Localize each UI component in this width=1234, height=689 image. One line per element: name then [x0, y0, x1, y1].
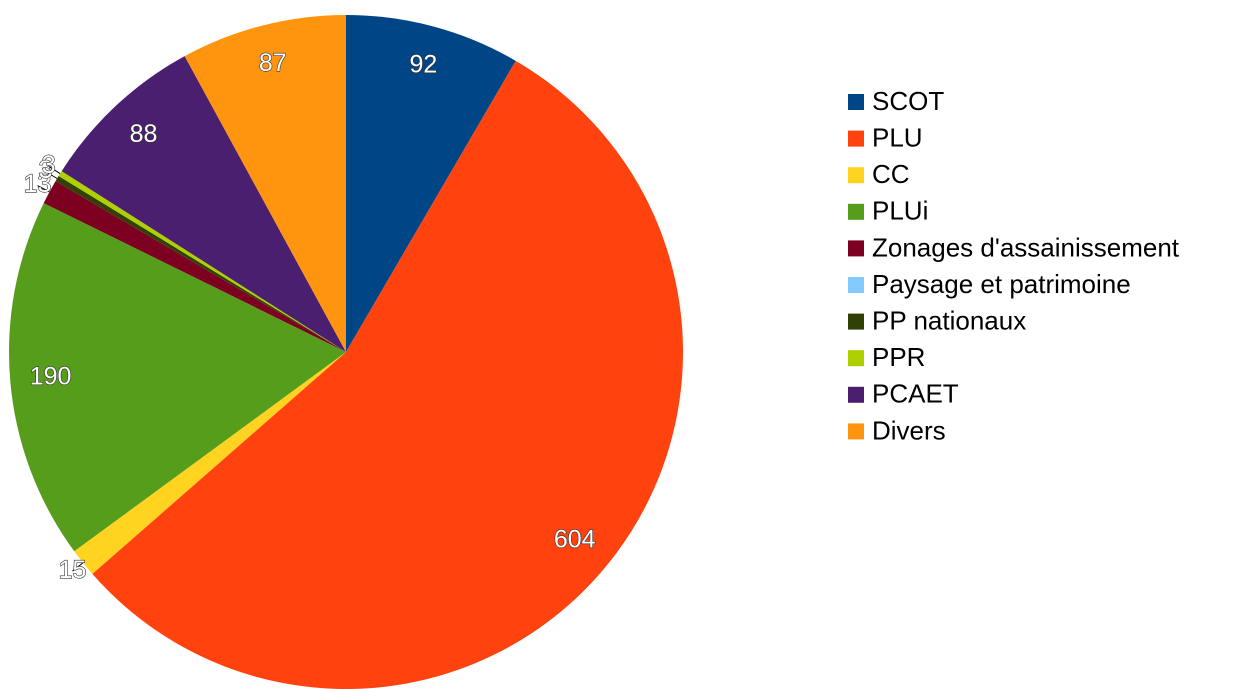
legend-label: PLUi — [872, 196, 928, 226]
legend-label: Zonages d'assainissement — [872, 232, 1180, 262]
pie-slice — [184, 15, 346, 352]
pie-slice — [92, 60, 683, 689]
legend-swatch — [848, 423, 864, 440]
legend-swatch — [848, 203, 864, 220]
value-label: 87 — [259, 49, 287, 77]
legend-label: PPR — [872, 342, 925, 372]
value-label: 92 — [409, 50, 437, 78]
legend-swatch — [848, 130, 864, 147]
legend-label: Divers — [872, 415, 946, 445]
legend-swatch — [848, 167, 864, 184]
leader-line — [37, 185, 50, 193]
value-label: 13 — [24, 170, 52, 198]
pie-slice — [43, 180, 347, 352]
leader-line — [72, 562, 84, 572]
legend-label: Paysage et patrimoine — [872, 269, 1131, 299]
value-label: 3 — [42, 151, 56, 179]
legend-swatch — [848, 240, 864, 257]
leader-line — [45, 171, 58, 179]
pie-slice — [58, 171, 346, 352]
value-label: 604 — [554, 525, 596, 553]
pie-slice — [8, 203, 346, 552]
pie-slice — [55, 176, 346, 352]
legend-label: PLU — [872, 122, 923, 152]
leader-line — [48, 165, 61, 174]
legend-swatch — [848, 313, 864, 330]
legend-label: SCOT — [872, 86, 944, 116]
value-label: 15 — [59, 556, 87, 584]
pie-slice — [346, 15, 516, 352]
legend-label: PP nationaux — [872, 305, 1026, 335]
value-label: 190 — [30, 363, 72, 391]
legend-swatch — [848, 277, 864, 293]
legend-swatch — [848, 350, 864, 367]
value-label: 3 — [39, 156, 53, 184]
legend-swatch — [848, 386, 864, 403]
legend-label: PCAET — [872, 379, 959, 409]
value-label: 88 — [130, 120, 158, 148]
legend-swatch — [848, 94, 864, 110]
pie-slice — [61, 56, 346, 353]
legend-label: CC — [872, 159, 910, 189]
pie-slice — [74, 352, 347, 574]
